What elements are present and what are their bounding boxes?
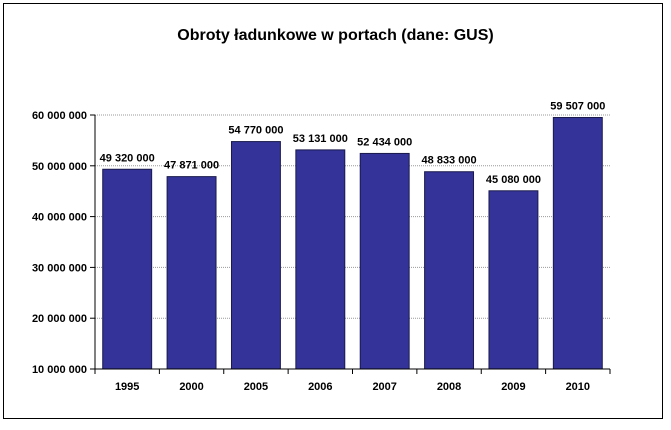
chart-title: Obroty ładunkowe w portach (dane: GUS) — [177, 27, 494, 44]
data-label-2009: 45 080 000 — [486, 174, 541, 186]
bar-2007 — [359, 152, 410, 370]
bar-2009 — [488, 190, 539, 370]
x-tick-label-2010: 2010 — [566, 381, 590, 393]
y-tick-label: 50 000 000 — [32, 161, 87, 173]
x-tick-label-2006: 2006 — [308, 381, 332, 393]
y-tick-label: 60 000 000 — [32, 110, 87, 122]
x-tick-label-2007: 2007 — [372, 381, 396, 393]
x-tick-label-2000: 2000 — [179, 381, 203, 393]
x-tick-label-2009: 2009 — [501, 381, 525, 393]
bar-series — [102, 117, 603, 370]
x-tick-label-1995: 1995 — [115, 381, 139, 393]
y-tick-label: 10 000 000 — [32, 364, 87, 376]
axes: 10 000 000 20 000 000 30 000 000 40 000 000… — [32, 110, 611, 393]
data-label-2010: 59 507 000 — [550, 101, 605, 113]
data-label-2006: 53 131 000 — [293, 133, 348, 145]
data-label-1995: 49 320 000 — [100, 152, 155, 164]
data-label-2005: 54 770 000 — [228, 125, 283, 137]
y-tick-label: 20 000 000 — [32, 313, 87, 325]
bar-2005 — [230, 141, 281, 370]
data-label-2008: 48 833 000 — [422, 155, 477, 167]
bar-2000 — [166, 176, 217, 370]
bar-1995 — [102, 168, 153, 370]
bar-2010 — [552, 117, 603, 370]
data-labels: 49 320 000 47 871 000 54 770 000 53 131 000… — [100, 101, 606, 186]
x-tick-label-2008: 2008 — [437, 381, 461, 393]
y-tick-label: 40 000 000 — [32, 212, 87, 224]
x-tick-label-2005: 2005 — [244, 381, 268, 393]
y-tick-label: 30 000 000 — [32, 262, 87, 274]
bar-2008 — [424, 171, 475, 370]
data-label-2000: 47 871 000 — [164, 160, 219, 172]
data-label-2007: 52 434 000 — [357, 136, 412, 148]
bar-2006 — [295, 149, 346, 370]
